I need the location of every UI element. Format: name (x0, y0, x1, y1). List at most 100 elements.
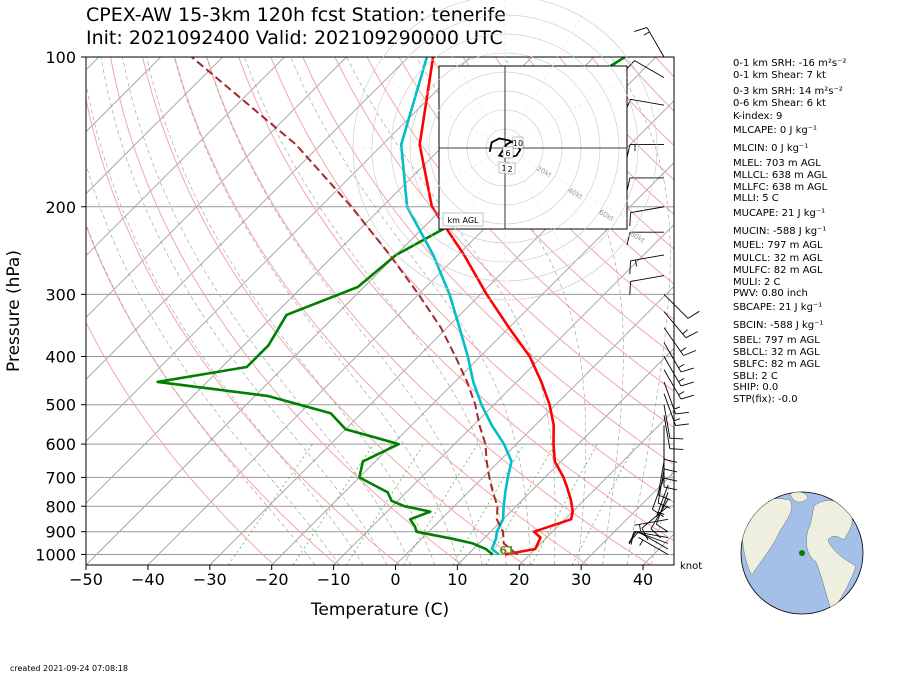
dry-adiabat (462, 57, 674, 285)
hodograph-height-marker: 6 (502, 146, 514, 159)
parcel-line (191, 57, 519, 556)
index-line: MLLCL: 638 m AGL (733, 170, 828, 181)
wind-barb-flag (657, 502, 671, 509)
wind-barb-flag (652, 508, 664, 517)
wind-barb-flag (680, 367, 694, 373)
wind-barb-flag (669, 437, 684, 440)
hodograph-spoke (366, 67, 644, 229)
wind-barb (663, 415, 684, 450)
wind-barb-shaft (646, 27, 665, 58)
wind-barb (663, 425, 678, 463)
index-line: 0-6 km Shear: 6 kt (733, 98, 826, 109)
wind-barb (663, 356, 694, 387)
x-tick-label: −40 (131, 570, 165, 589)
index-line: MULI: 2 C (733, 277, 781, 288)
x-tick-label: 30 (571, 570, 591, 589)
index-line: MLLFC: 638 m AGL (733, 182, 828, 193)
dry-adiabat (398, 57, 674, 356)
wind-barb-shaft (663, 311, 687, 338)
wind-barb-half-flag (634, 259, 638, 267)
hodograph-height-box (504, 162, 516, 175)
wind-barb-flag (680, 394, 694, 400)
wind-barb-shaft (634, 60, 665, 78)
wind-barb-shaft (630, 206, 665, 214)
wind-barb-half-flag (678, 377, 685, 383)
hodograph-height-label: 2 (507, 165, 512, 174)
index-line: 0-3 km SRH: 14 m²s⁻² (733, 86, 843, 97)
hodograph-legend-box (442, 212, 484, 227)
hodograph-spoke (366, 67, 644, 229)
y-tick-label: 700 (45, 468, 76, 487)
y-tick-label: 800 (45, 497, 76, 516)
dry-adiabat (86, 321, 275, 565)
wind-barb-flag (663, 468, 678, 473)
y-tick-label: 500 (45, 396, 76, 415)
wind-barb (657, 469, 671, 509)
moist-adiabat (86, 222, 316, 565)
isotherm-line (86, 57, 347, 319)
index-line: SBEL: 797 m AGL (733, 335, 820, 346)
isotherm-line (209, 100, 674, 565)
x-tick-label: 40 (633, 570, 653, 589)
mixing-ratio-line (571, 443, 636, 565)
index-line: SHIP: 0.0 (733, 382, 779, 393)
wind-barb (657, 461, 671, 501)
wind-barb-flag (657, 494, 671, 501)
wind-barb (629, 206, 665, 227)
wind-barb-flag (634, 27, 648, 32)
y-tick-label: 600 (45, 435, 76, 454)
wind-barb-flag (629, 212, 631, 227)
index-line: SBLCL: 32 m AGL (733, 347, 820, 358)
wind-barb-shaft (663, 381, 677, 415)
wind-barb-flag (656, 523, 668, 532)
x-tick-label: −10 (317, 570, 351, 589)
hodograph-height-box (512, 136, 524, 149)
wind-barb (626, 231, 664, 246)
dry-adiabat (366, 57, 674, 392)
isotherm-line (333, 223, 674, 565)
wind-barb-shaft (635, 531, 669, 544)
hodograph-spoke (424, 9, 586, 287)
station-marker (799, 550, 805, 556)
wind-barb-shaft (663, 369, 682, 400)
index-line: SBLI: 2 C (733, 371, 778, 382)
mixing-ratio-line (228, 443, 313, 565)
wind-barb-shaft (638, 537, 669, 555)
index-line: STP(fix): -0.0 (733, 394, 798, 405)
wind-unit-label: knot (680, 561, 702, 572)
wind-barb-shaft (634, 518, 669, 526)
wind-barb (663, 327, 697, 356)
moist-adiabat (100, 57, 388, 565)
moist-adiabat (290, 57, 531, 565)
wind-barb-shaft (663, 327, 684, 356)
hodograph-height-label: 1 (501, 164, 506, 173)
isotherm-line (86, 57, 223, 195)
y-tick-label: 900 (45, 523, 76, 542)
wind-barb-flag (630, 531, 635, 545)
wind-barb-flag (626, 232, 631, 246)
wind-barb-flag (663, 477, 678, 482)
wind-barb (663, 381, 689, 415)
wind-barb (630, 531, 668, 545)
temperature-line (418, 57, 575, 556)
x-tick-label: −20 (255, 570, 289, 589)
wind-barb-half-flag (638, 524, 642, 531)
created-timestamp: created 2021-09-24 07:08:18 (10, 664, 128, 673)
wind-barb-shaft (655, 484, 669, 518)
wind-barb (629, 254, 665, 275)
y-tick-label: 1000 (35, 545, 76, 564)
wind-barb-shaft (657, 469, 665, 504)
wind-barb-flag (669, 448, 684, 450)
wind-barb-flag (680, 381, 694, 387)
plot-frame (85, 56, 675, 566)
wind-barb-shaft (655, 492, 669, 525)
wind-barb (663, 311, 698, 339)
isotherm-line (271, 161, 674, 565)
index-line: MULFC: 82 m AGL (733, 265, 823, 276)
hodograph-height-box (502, 146, 514, 159)
isotherm-line (580, 471, 674, 565)
isotherm-line (86, 57, 409, 381)
moist-adiabat (146, 57, 435, 565)
globe-land (741, 492, 857, 613)
